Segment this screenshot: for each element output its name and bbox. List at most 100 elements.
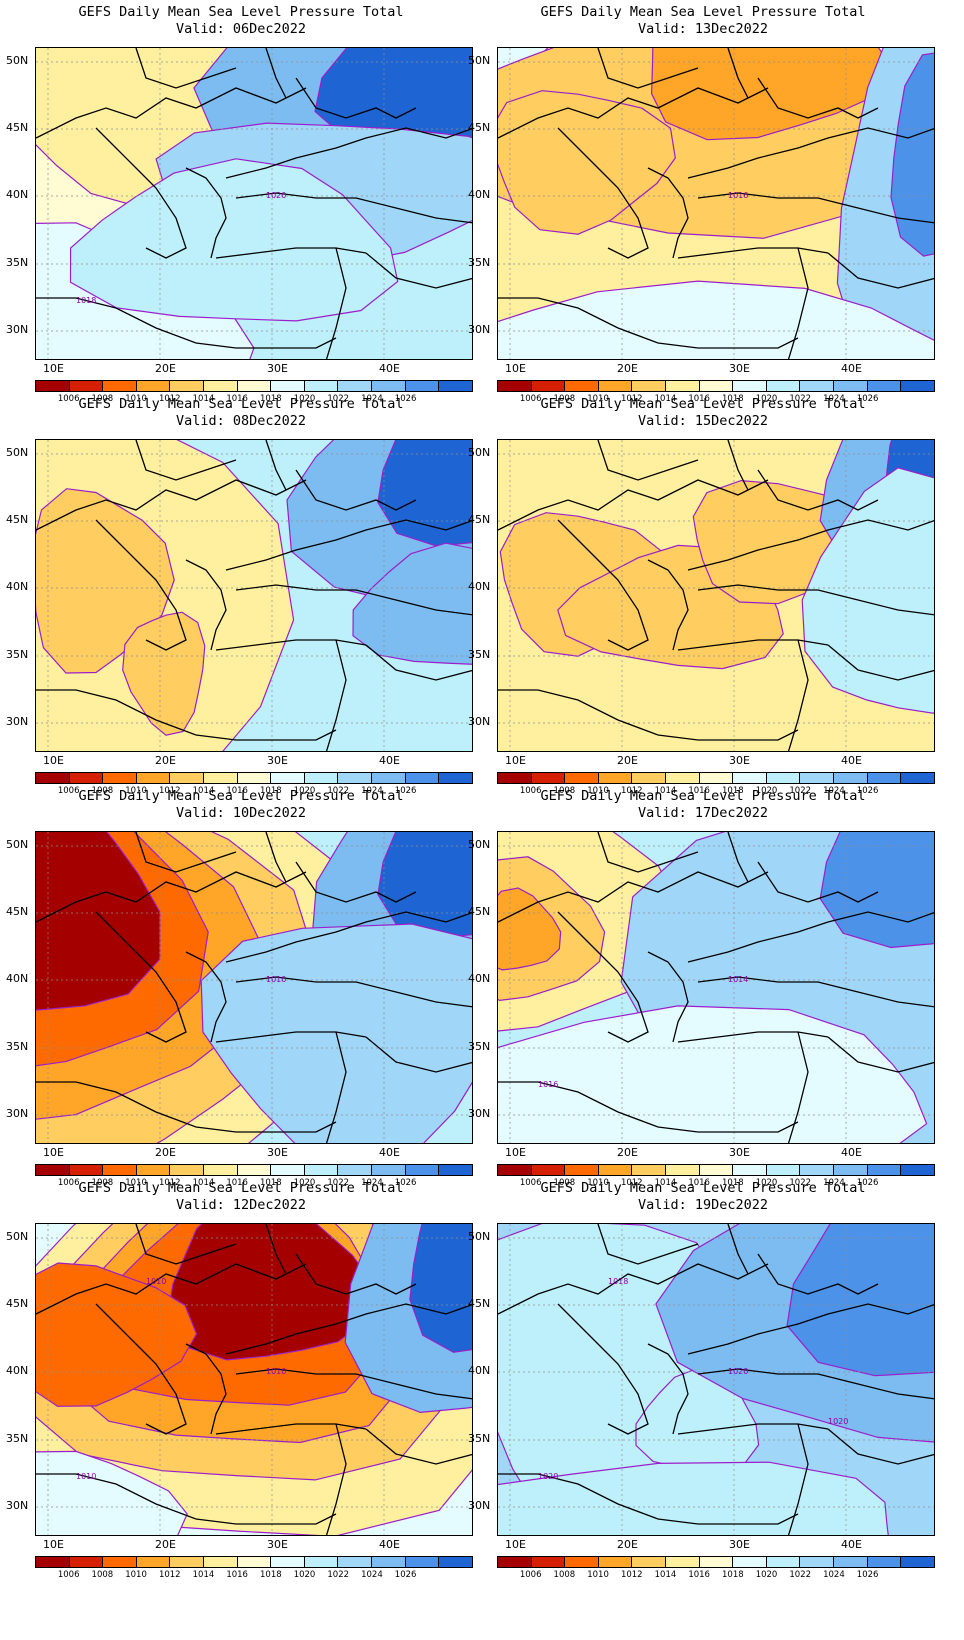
coastline — [325, 1031, 347, 1143]
coastline — [295, 861, 417, 903]
colorbar-swatch — [733, 773, 767, 783]
colorbar-label: 1026 — [856, 1570, 879, 1580]
colorbar-swatch — [69, 381, 104, 391]
colorbar-swatch — [598, 1165, 633, 1175]
coastline — [265, 48, 287, 99]
longitude-label: 10E — [505, 362, 526, 375]
colorbar-swatch — [271, 1165, 305, 1175]
panel-valid-date: Valid: 10Dec2022 — [175, 805, 307, 821]
colorbar-label: 1022 — [327, 786, 350, 796]
coastline — [697, 584, 934, 616]
colorbar-swatch — [136, 773, 171, 783]
colorbar-label: 1006 — [57, 1570, 80, 1580]
colorbar-swatch — [136, 381, 171, 391]
panel-valid-date: Valid: 08Dec2022 — [175, 413, 307, 429]
latitude-label: 30N — [468, 323, 491, 336]
colorbar-swatch — [204, 1165, 238, 1175]
colorbar-label: 1014 — [192, 394, 215, 404]
colorbar-label: 1008 — [91, 1570, 114, 1580]
colorbar-label: 1016 — [688, 1178, 710, 1188]
coastline — [235, 976, 472, 1008]
panel-valid-date: Valid: 15Dec2022 — [637, 413, 769, 429]
colorbar-label: 1006 — [57, 1178, 80, 1188]
coastline — [647, 167, 689, 259]
coastline — [365, 1428, 472, 1465]
colorbar-swatch — [170, 1557, 205, 1567]
coastline — [757, 861, 879, 903]
colorbar-label: 1006 — [519, 786, 542, 796]
longitude-label: 30E — [729, 754, 750, 767]
latitude-label: 30N — [6, 323, 29, 336]
longitude-label: 20E — [155, 362, 176, 375]
colorbar-swatch — [901, 1165, 934, 1175]
map-panel: GEFS Daily Mean Sea Level Pressure Total… — [462, 784, 944, 1194]
longitude-label: 40E — [379, 754, 400, 767]
panel-valid-date: Valid: 19Dec2022 — [637, 1197, 769, 1213]
colorbar-swatch — [498, 1557, 532, 1567]
coastline — [677, 1031, 829, 1043]
coastline — [647, 1343, 689, 1435]
colorbar-swatch — [237, 381, 272, 391]
latitude-label: 30N — [468, 1107, 491, 1120]
pressure-map: 1010 1010 1010 — [35, 1223, 473, 1536]
colorbar-swatch — [170, 381, 205, 391]
colorbar-swatch — [237, 1165, 272, 1175]
colorbar-label: 1014 — [654, 394, 677, 404]
coastline — [557, 127, 649, 259]
coastline — [185, 167, 227, 259]
coastline — [498, 297, 799, 349]
latitude-label: 30N — [468, 715, 491, 728]
colorbar-label: 1022 — [789, 394, 812, 404]
coastline — [498, 1081, 799, 1133]
coastline — [687, 1303, 934, 1355]
coastline — [827, 1428, 934, 1465]
colorbar — [497, 772, 935, 784]
panel-title: GEFS Daily Mean Sea Level Pressure Total — [78, 788, 404, 804]
coastline — [597, 440, 699, 481]
longitude-label: 30E — [267, 1538, 288, 1551]
latitude-label: 50N — [6, 1230, 29, 1243]
colorbar-swatch — [170, 773, 205, 783]
latitude-label: 45N — [6, 905, 29, 918]
coastline — [677, 639, 829, 651]
latitude-label: 40N — [468, 580, 491, 593]
coastline — [557, 911, 649, 1043]
coastline — [677, 1423, 829, 1435]
longitude-label: 20E — [617, 362, 638, 375]
latitude-label: 35N — [6, 256, 29, 269]
colorbar-swatch — [405, 1557, 440, 1567]
colorbar-label: 1010 — [587, 394, 609, 404]
colorbar-swatch — [372, 773, 406, 783]
colorbar-label: 1020 — [755, 1178, 778, 1188]
coastline — [498, 87, 769, 139]
colorbar-label: 1012 — [158, 1570, 181, 1580]
colorbar-swatch — [531, 1165, 566, 1175]
colorbar-swatch — [733, 1165, 767, 1175]
isobar-label: 1018 — [76, 296, 96, 305]
colorbar-label: 1006 — [57, 394, 80, 404]
coastline — [687, 911, 934, 963]
colorbar-swatch — [498, 381, 532, 391]
colorbar-swatch — [666, 773, 700, 783]
colorbar-swatch — [901, 773, 934, 783]
colorbar-label: 1012 — [158, 786, 181, 796]
coastline — [95, 911, 187, 1043]
colorbar-swatch — [439, 773, 472, 783]
pressure-contour — [36, 832, 161, 1011]
colorbar-label: 1020 — [755, 1570, 778, 1580]
colorbar-label: 1018 — [260, 786, 282, 796]
colorbar-label: 1018 — [722, 1570, 744, 1580]
panel-title: GEFS Daily Mean Sea Level Pressure Total — [540, 4, 866, 20]
latitude-label: 30N — [6, 1499, 29, 1512]
colorbar — [35, 1556, 473, 1568]
coastline — [185, 951, 227, 1043]
colorbar-swatch — [69, 1165, 104, 1175]
colorbar-label: 1020 — [755, 394, 778, 404]
longitude-label: 20E — [155, 754, 176, 767]
colorbar-label: 1018 — [260, 394, 282, 404]
panel-valid-date: Valid: 12Dec2022 — [175, 1197, 307, 1213]
pressure-contour — [167, 1224, 374, 1361]
coastline — [727, 48, 749, 99]
colorbar-swatch — [271, 773, 305, 783]
coastline — [757, 1253, 879, 1295]
